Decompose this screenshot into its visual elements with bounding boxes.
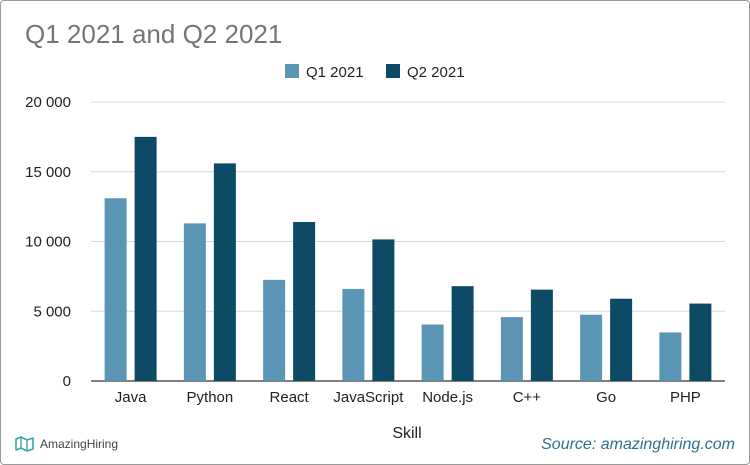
legend: Q1 2021 Q2 2021	[285, 64, 465, 81]
x-tick-label: JavaScript	[333, 389, 404, 406]
x-tick-label: Node.js	[422, 389, 473, 406]
x-tick-label: PHP	[670, 389, 701, 406]
bar	[293, 221, 316, 381]
source-note: Source: amazinghiring.com	[541, 436, 735, 453]
bar	[104, 198, 127, 381]
y-tick-label: 10 000	[25, 234, 71, 251]
bar	[342, 288, 365, 381]
logo-text: AmazingHiring	[40, 437, 119, 451]
bars	[104, 136, 712, 381]
bar	[659, 332, 682, 381]
bar	[500, 317, 523, 381]
y-tick-label: 20 000	[25, 94, 71, 111]
bar	[689, 303, 712, 381]
bar	[263, 279, 286, 381]
x-axis-title: Skill	[392, 425, 421, 442]
chart-title: Q1 2021 and Q2 2021	[25, 19, 283, 49]
y-tick-label: 15 000	[25, 164, 71, 181]
legend-label: Q1 2021	[306, 64, 364, 81]
x-tick-label: Go	[596, 389, 616, 406]
x-tick-label: Python	[187, 389, 234, 406]
map-icon	[15, 436, 34, 452]
x-axis-ticks: Java Python React JavaScript Node.js C++ Go PHP	[115, 389, 701, 406]
y-tick-label: 5 000	[33, 303, 71, 320]
legend-swatch	[285, 64, 299, 78]
bar	[372, 239, 395, 381]
y-tick-label: 0	[63, 373, 71, 390]
amazinghiring-logo: AmazingHiring	[15, 436, 118, 452]
bar	[610, 298, 633, 381]
legend-label: Q2 2021	[407, 64, 465, 81]
bar	[451, 286, 474, 381]
bar	[421, 324, 444, 381]
bar	[530, 289, 553, 381]
x-tick-label: Java	[115, 389, 147, 406]
x-tick-label: React	[270, 389, 310, 406]
bar	[183, 223, 206, 381]
bar	[213, 163, 236, 381]
x-tick-label: C++	[513, 389, 542, 406]
bar	[134, 136, 157, 381]
y-axis-ticks: 0 5 000 10 000 15 000 20 000	[25, 94, 71, 390]
legend-swatch	[386, 64, 400, 78]
bar	[580, 314, 603, 381]
